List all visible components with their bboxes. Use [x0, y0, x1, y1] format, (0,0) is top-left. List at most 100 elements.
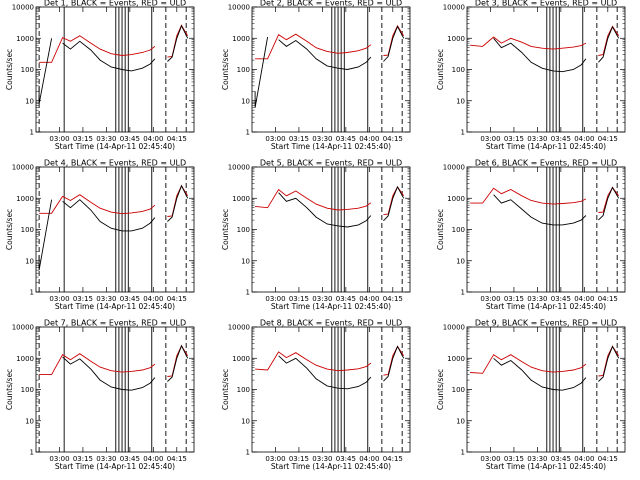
- x-axis-label: Start Time (14-Apr-11 02:45:40): [271, 302, 391, 311]
- events-series-line: [254, 25, 405, 108]
- panel-det-8: Det 8, BLACK = Events, RED = ULD 1 10 100 10…: [221, 319, 411, 471]
- x-tick-label: 03:15: [73, 135, 93, 143]
- y-tick-label: 1000: [232, 195, 250, 203]
- x-tick-label: 03:45: [336, 135, 356, 143]
- x-tick-label: 04:15: [598, 455, 618, 463]
- x-tick-label: 03:30: [96, 295, 116, 303]
- y-axis-label: Counts/sec: [221, 49, 230, 90]
- x-tick-label: 03:00: [480, 455, 500, 463]
- x-tick-label: 03:00: [265, 455, 285, 463]
- panel-det-4: Det 4, BLACK = Events, RED = ULD 1 10 100 10…: [5, 159, 195, 311]
- y-tick-label: 10: [241, 97, 250, 105]
- x-tick-label: 03:00: [265, 135, 285, 143]
- x-tick-label: 03:30: [312, 295, 332, 303]
- y-tick-label: 1000: [232, 35, 250, 43]
- events-series-line: [62, 344, 189, 391]
- x-tick-label: 03:45: [120, 135, 140, 143]
- y-axis-label: Counts/sec: [5, 209, 14, 250]
- x-tick-label: 03:45: [551, 135, 571, 143]
- panel-title: Det 8, BLACK = Events, RED = ULD: [260, 319, 402, 328]
- x-tick-label: 03:45: [551, 455, 571, 463]
- x-axis-label: Start Time (14-Apr-11 02:45:40): [486, 462, 606, 471]
- panel-det-5: Det 5, BLACK = Events, RED = ULD 1 10 100 10…: [221, 159, 411, 311]
- y-tick-label: 10: [25, 417, 34, 425]
- x-tick-label: 03:30: [312, 135, 332, 143]
- events-series-line: [493, 186, 620, 226]
- y-tick-label: 10: [241, 257, 250, 265]
- panel-title: Det 2, BLACK = Events, RED = ULD: [260, 0, 402, 8]
- y-tick-label: 10000: [228, 324, 250, 332]
- panel-det-2: Det 2, BLACK = Events, RED = ULD 1 10 100 10…: [221, 0, 411, 151]
- y-axis-label: Counts/sec: [436, 49, 445, 90]
- x-tick-label: 04:00: [143, 135, 163, 143]
- y-tick-label: 10: [25, 257, 34, 265]
- events-series-line: [38, 24, 189, 104]
- x-tick-label: 03:30: [96, 455, 116, 463]
- y-tick-label: 100: [452, 226, 465, 234]
- y-tick-label: 10: [456, 257, 465, 265]
- x-tick-label: 03:30: [312, 455, 332, 463]
- x-tick-label: 03:00: [49, 135, 69, 143]
- x-tick-label: 03:45: [120, 455, 140, 463]
- y-tick-label: 100: [21, 66, 34, 74]
- y-tick-label: 1: [30, 129, 34, 137]
- y-tick-label: 100: [21, 226, 34, 234]
- x-tick-label: 03:30: [527, 455, 547, 463]
- x-axis-label: Start Time (14-Apr-11 02:45:40): [271, 142, 391, 151]
- x-tick-label: 04:15: [383, 295, 403, 303]
- x-tick-label: 04:00: [574, 135, 594, 143]
- y-tick-label: 1: [30, 289, 34, 297]
- x-tick-label: 03:00: [480, 295, 500, 303]
- x-tick-label: 04:15: [598, 295, 618, 303]
- x-tick-label: 04:00: [143, 455, 163, 463]
- x-tick-label: 03:00: [49, 295, 69, 303]
- y-axis-label: Counts/sec: [5, 49, 14, 90]
- x-tick-label: 04:00: [574, 295, 594, 303]
- y-tick-label: 1: [30, 449, 34, 457]
- x-tick-label: 03:30: [96, 135, 116, 143]
- x-tick-label: 03:45: [336, 295, 356, 303]
- y-tick-label: 1000: [232, 355, 250, 363]
- y-tick-label: 1000: [447, 195, 465, 203]
- y-tick-label: 10000: [443, 164, 465, 172]
- x-axis-label: Start Time (14-Apr-11 02:45:40): [486, 142, 606, 151]
- x-tick-label: 04:15: [167, 295, 187, 303]
- y-tick-label: 100: [237, 226, 250, 234]
- x-tick-label: 03:15: [504, 135, 524, 143]
- events-series-line: [278, 185, 405, 228]
- y-tick-label: 100: [452, 386, 465, 394]
- y-tick-label: 100: [237, 386, 250, 394]
- y-tick-label: 1000: [16, 195, 34, 203]
- panel-title: Det 7, BLACK = Events, RED = ULD: [44, 319, 186, 328]
- y-axis-label: Counts/sec: [221, 209, 230, 250]
- y-axis-label: Counts/sec: [5, 369, 14, 410]
- x-tick-label: 04:15: [167, 135, 187, 143]
- y-tick-label: 10000: [443, 4, 465, 12]
- y-tick-label: 10000: [228, 164, 250, 172]
- x-tick-label: 03:45: [336, 455, 356, 463]
- events-series-line: [493, 25, 620, 73]
- panel-title: Det 3, BLACK = Events, RED = ULD: [475, 0, 617, 8]
- y-tick-label: 100: [452, 66, 465, 74]
- x-tick-label: 04:15: [167, 455, 187, 463]
- x-tick-label: 04:00: [574, 455, 594, 463]
- x-tick-label: 03:15: [73, 295, 93, 303]
- panel-title: Det 6, BLACK = Events, RED = ULD: [475, 159, 617, 168]
- plot-frame: [466, 166, 626, 293]
- x-tick-label: 03:15: [504, 295, 524, 303]
- x-tick-label: 03:45: [120, 295, 140, 303]
- y-tick-label: 10000: [12, 164, 34, 172]
- x-tick-label: 03:00: [49, 455, 69, 463]
- panel-det-9: Det 9, BLACK = Events, RED = ULD 1 10 100 10…: [436, 319, 626, 471]
- y-tick-label: 10000: [12, 4, 34, 12]
- x-tick-label: 04:00: [143, 295, 163, 303]
- panel-det-1: Det 1, BLACK = Events, RED = ULD 1 10 100 10…: [5, 0, 195, 151]
- y-axis-label: Counts/sec: [221, 369, 230, 410]
- y-tick-label: 1000: [16, 35, 34, 43]
- y-tick-label: 100: [237, 66, 250, 74]
- x-tick-label: 04:00: [359, 295, 379, 303]
- x-tick-label: 03:30: [527, 135, 547, 143]
- uld-series-line: [39, 24, 189, 63]
- y-tick-label: 1: [461, 289, 465, 297]
